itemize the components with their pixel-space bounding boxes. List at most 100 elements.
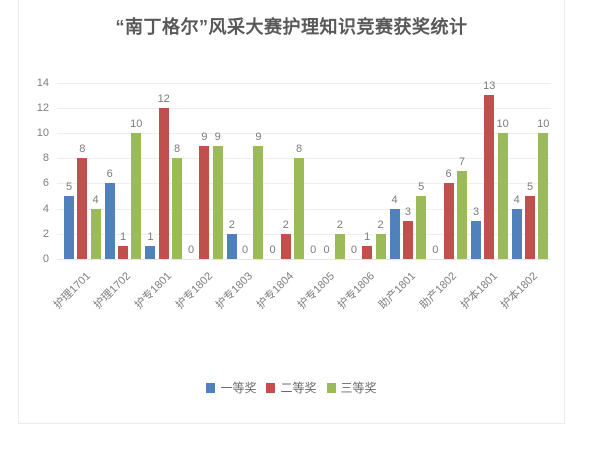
first-prize-swatch-icon <box>206 382 216 393</box>
bar <box>118 246 128 259</box>
legend-item-first-prize: 一等奖 <box>206 379 256 396</box>
y-tick-label: 4 <box>42 202 49 215</box>
data-label: 10 <box>496 118 509 130</box>
y-tick-label: 0 <box>42 253 49 265</box>
x-category-label: 护专1805 <box>295 270 337 312</box>
bar <box>362 246 373 259</box>
bar <box>280 234 291 259</box>
legend-item-third-prize: 三等奖 <box>326 379 377 396</box>
bar <box>525 196 535 259</box>
data-label: 9 <box>255 131 262 143</box>
data-label: 7 <box>458 156 465 168</box>
data-label: 2 <box>377 219 384 231</box>
data-label: 8 <box>173 143 181 155</box>
chart-card: “南丁格尔”风采大赛护理知识竞赛获奖统计 一等奖 二等奖 三等奖 0 2 4 6 8 10… <box>18 0 565 424</box>
third-prize-swatch-icon <box>326 382 336 393</box>
bar <box>538 133 549 259</box>
data-label: 2 <box>336 219 343 231</box>
x-category-label: 护专1804 <box>254 270 297 312</box>
data-label: 0 <box>323 244 330 256</box>
bar <box>77 158 88 259</box>
bar <box>131 133 142 259</box>
bar <box>456 171 467 259</box>
y-tick-label: 6 <box>42 177 49 190</box>
data-label: 1 <box>364 231 371 243</box>
data-label: 5 <box>526 181 534 193</box>
data-label: 10 <box>130 118 143 130</box>
data-label: 4 <box>391 194 398 206</box>
bar <box>90 209 101 259</box>
bar <box>402 221 413 259</box>
x-category-label: 护理1702 <box>91 270 134 312</box>
bar <box>226 234 237 259</box>
data-label: 1 <box>119 231 127 243</box>
data-label: 4 <box>513 194 520 206</box>
bar <box>104 183 115 259</box>
bar <box>389 209 400 259</box>
y-tick-label: 2 <box>42 227 49 240</box>
data-label: 12 <box>157 93 170 105</box>
bar <box>484 95 495 259</box>
y-tick-label: 10 <box>36 127 49 139</box>
legend: 一等奖 二等奖 三等奖 <box>19 379 564 396</box>
chart-title: “南丁格尔”风采大赛护理知识竞赛获奖统计 <box>115 17 468 37</box>
x-category-label: 护本1801 <box>458 270 500 312</box>
x-category-label: 护理1701 <box>51 270 93 312</box>
data-label: 9 <box>201 131 208 143</box>
bar <box>212 146 223 259</box>
legend-label: 一等奖 <box>220 381 257 395</box>
data-label: 3 <box>404 206 411 218</box>
bar <box>375 234 386 259</box>
data-label: 13 <box>483 80 496 92</box>
data-label: 3 <box>472 206 480 218</box>
data-label: 10 <box>537 118 550 130</box>
grid-line <box>57 259 551 260</box>
legend-label: 三等奖 <box>340 381 377 395</box>
data-label: 0 <box>188 244 195 256</box>
data-label: 6 <box>445 168 452 180</box>
data-label: 0 <box>242 244 249 256</box>
data-label: 0 <box>310 244 317 256</box>
bar <box>334 234 345 259</box>
x-category-label: 护专1801 <box>132 270 175 312</box>
x-category-label: 护专1803 <box>214 270 256 312</box>
data-label: 1 <box>147 231 154 243</box>
bar <box>497 133 508 259</box>
data-label: 9 <box>214 131 221 143</box>
second-prize-swatch-icon <box>266 382 276 393</box>
data-label: 2 <box>282 219 289 231</box>
bar <box>172 158 182 259</box>
y-tick-label: 8 <box>42 152 49 165</box>
legend-item-second-prize: 二等奖 <box>266 379 317 396</box>
data-label: 0 <box>269 244 276 256</box>
grid-line <box>57 107 551 109</box>
x-category-label: 助产1801 <box>376 270 419 312</box>
bar <box>145 246 156 259</box>
x-category-label: 护专1802 <box>173 270 215 312</box>
bar <box>158 108 169 259</box>
bar <box>443 183 454 259</box>
data-label: 8 <box>79 143 86 155</box>
grid-line <box>57 133 551 134</box>
data-label: 4 <box>92 194 99 206</box>
x-category-label: 助产1802 <box>417 270 459 312</box>
bar <box>64 196 74 259</box>
data-label: 8 <box>296 143 303 155</box>
data-label: 2 <box>228 219 235 231</box>
bar <box>511 209 522 259</box>
x-category-label: 护专1806 <box>336 270 378 312</box>
data-label: 5 <box>418 181 425 193</box>
bar <box>199 146 210 259</box>
data-label: 0 <box>432 244 439 256</box>
legend-label: 二等奖 <box>280 381 317 395</box>
bar <box>471 221 481 259</box>
bar <box>253 146 264 259</box>
bar <box>416 196 427 259</box>
data-label: 0 <box>350 244 357 256</box>
data-label: 5 <box>65 181 73 193</box>
y-tick-label: 12 <box>36 101 49 114</box>
grid-line <box>57 82 551 84</box>
y-tick-label: 14 <box>36 76 49 89</box>
x-category-label: 护本1802 <box>498 270 541 312</box>
